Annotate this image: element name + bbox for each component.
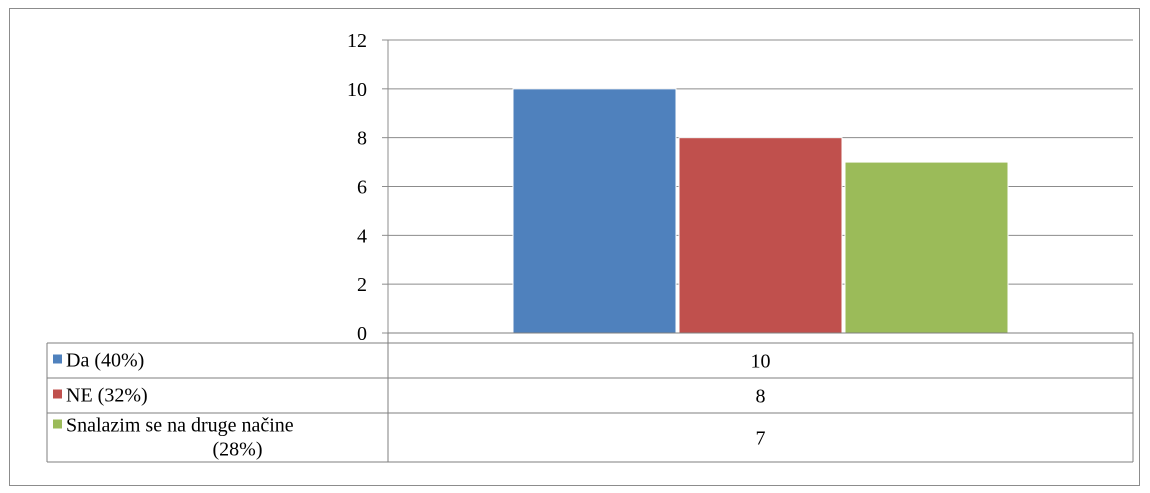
legend-key-3 [53,419,62,429]
table-row-label: (28%) [213,439,263,461]
y-tick-label: 10 [347,79,367,101]
legend-key-1 [53,354,62,364]
bars [512,88,1009,334]
y-tick-label: 8 [357,128,367,150]
table-row-value: 8 [756,386,766,408]
table-row-label: Da (40%) [66,350,144,372]
table-row-label: NE (32%) [66,385,148,407]
y-tick-label: 6 [357,177,367,199]
legend-key-2 [53,389,62,399]
y-tick-label: 12 [347,30,367,52]
y-tick-label: 0 [357,323,367,345]
data-table: Da (40%) 10 NE (32%) 8 Snalazim se na druge … [46,332,1134,463]
bar-1 [512,88,677,334]
gridlines [387,39,1133,333]
y-tick-label: 4 [357,225,367,247]
table-row-label: Snalazim se na druge načine [66,415,294,437]
y-axis-ticks: 0 2 4 6 8 10 12 [347,30,388,345]
bar-2 [678,137,843,334]
table-row-value: 7 [756,428,766,450]
y-tick-label: 2 [357,274,367,296]
table-row-value: 10 [751,351,771,373]
chart-frame [9,8,1140,486]
bar-3 [844,161,1009,334]
